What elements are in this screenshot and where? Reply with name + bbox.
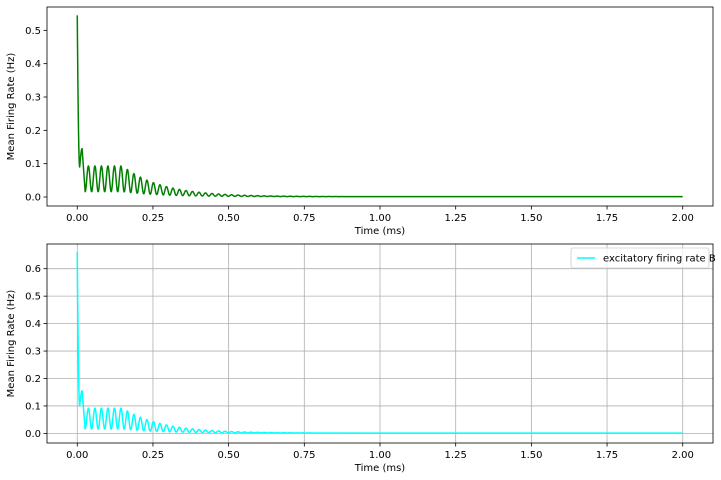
x-tick-label: 1.00 (369, 450, 391, 461)
y-tick-label: 0.5 (25, 292, 41, 303)
x-tick-label: 0.25 (142, 450, 164, 461)
x-tick-label: 1.25 (445, 213, 467, 224)
y-axis-label: Mean Firing Rate (Hz) (6, 290, 17, 398)
y-tick-label: 0.3 (25, 347, 41, 358)
x-tick-label: 1.25 (445, 450, 467, 461)
series-line-1 (76, 15, 684, 198)
series-line-excitatory-firing-rate-b (76, 252, 684, 434)
y-tick-label: 0.0 (25, 193, 41, 204)
y-tick-label: 0.0 (25, 429, 41, 440)
x-tick-label: 2.00 (672, 213, 694, 224)
y-tick-label: 0.1 (25, 401, 41, 412)
y-axis-label: Mean Firing Rate (Hz) (6, 53, 17, 161)
x-tick-label: 0.25 (142, 213, 164, 224)
x-tick-label: 0.50 (218, 213, 240, 224)
x-tick-label: 2.00 (672, 450, 694, 461)
x-tick-label: 1.75 (596, 213, 618, 224)
legend-box (570, 247, 710, 269)
axes-1: 0.00 0.25 0.50 0.75 1.00 1.25 1.50 1.75 2.00 0.0 0… (6, 6, 714, 237)
legend: excitatory firing rate B (570, 247, 716, 269)
x-tick-label: 0.00 (66, 213, 88, 224)
axes-root: 0.00 0.25 0.50 0.75 1.00 1.25 1.50 1.75 2.000.00… (6, 6, 716, 474)
x-tick-label: 0.75 (293, 213, 315, 224)
y-tick-label: 0.4 (25, 59, 41, 70)
y-tick-label: 0.5 (25, 26, 41, 37)
x-tick-label: 0.00 (66, 450, 88, 461)
y-tick-label: 0.2 (25, 126, 41, 137)
x-axis-label: Time (ms) (354, 226, 406, 237)
x-tick-label: 1.75 (596, 450, 618, 461)
y-tick-label: 0.6 (25, 264, 41, 275)
y-tick-label: 0.2 (25, 374, 41, 385)
grid-lines (47, 244, 713, 443)
x-tick-label: 0.50 (218, 450, 240, 461)
x-tick-label: 0.75 (293, 450, 315, 461)
x-tick-label: 1.50 (520, 450, 542, 461)
axes-2: 0.00 0.25 0.50 0.75 1.00 1.25 1.50 1.75 2.00 0.0 0… (6, 243, 716, 474)
x-axis-label: Time (ms) (354, 463, 406, 474)
y-tick-label: 0.1 (25, 159, 41, 170)
x-tick-label: 1.00 (369, 213, 391, 224)
legend-label: excitatory firing rate B (603, 254, 716, 265)
y-tick-label: 0.4 (25, 319, 41, 330)
x-tick-label: 1.50 (520, 213, 542, 224)
y-tick-label: 0.3 (25, 93, 41, 104)
